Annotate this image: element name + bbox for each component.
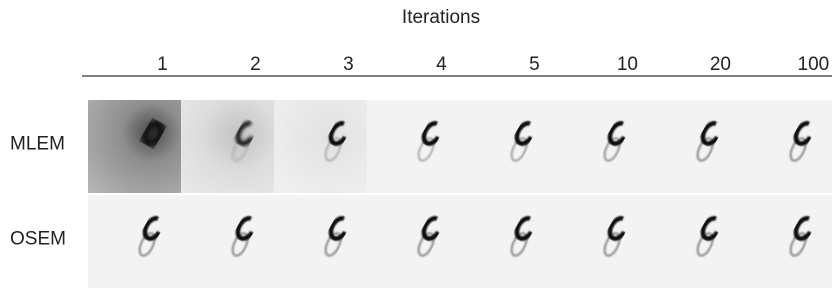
column-label: 3 <box>343 54 354 75</box>
image-tile <box>646 100 739 193</box>
tile-background <box>274 195 367 288</box>
image-tile <box>553 195 646 288</box>
image-tile <box>646 195 739 288</box>
image-tile <box>739 100 832 193</box>
image-tile <box>367 195 460 288</box>
image-tile <box>553 100 646 193</box>
header-title: Iterations <box>402 7 480 28</box>
image-tile <box>274 195 367 288</box>
tile-background <box>646 100 739 193</box>
image-tile <box>274 100 367 193</box>
tile-background <box>553 100 646 193</box>
tile-background <box>739 100 832 193</box>
tile-background <box>181 100 274 193</box>
column-label: 20 <box>710 54 731 75</box>
row-label: OSEM <box>10 229 66 250</box>
column-label: 10 <box>617 54 638 75</box>
tile-background <box>367 100 460 193</box>
column-label: 100 <box>798 54 830 75</box>
image-tile <box>460 195 553 288</box>
tile-background <box>553 195 646 288</box>
image-tile <box>460 100 553 193</box>
tile-background <box>88 195 181 288</box>
column-label: 5 <box>529 54 540 75</box>
figure: Iterations 1 2 3 4 5 10 20 100 MLEM OSEM <box>0 0 832 289</box>
image-tile <box>181 195 274 288</box>
column-label: 4 <box>436 54 447 75</box>
column-label: 2 <box>250 54 261 75</box>
image-tile <box>88 100 181 193</box>
row-label: MLEM <box>10 134 65 155</box>
image-tile <box>367 100 460 193</box>
tile-background <box>460 195 553 288</box>
image-tile <box>181 100 274 193</box>
tile-background <box>367 195 460 288</box>
tile-background <box>181 195 274 288</box>
page: Iterations 123451020100MLEMOSEM (() => {… <box>0 0 832 289</box>
tile-background <box>88 100 181 193</box>
tile-background <box>460 100 553 193</box>
image-tile <box>88 195 181 288</box>
column-label: 1 <box>157 54 168 75</box>
tile-background <box>739 195 832 288</box>
image-tile <box>739 195 832 288</box>
tile-background <box>646 195 739 288</box>
tile-background <box>274 100 367 193</box>
